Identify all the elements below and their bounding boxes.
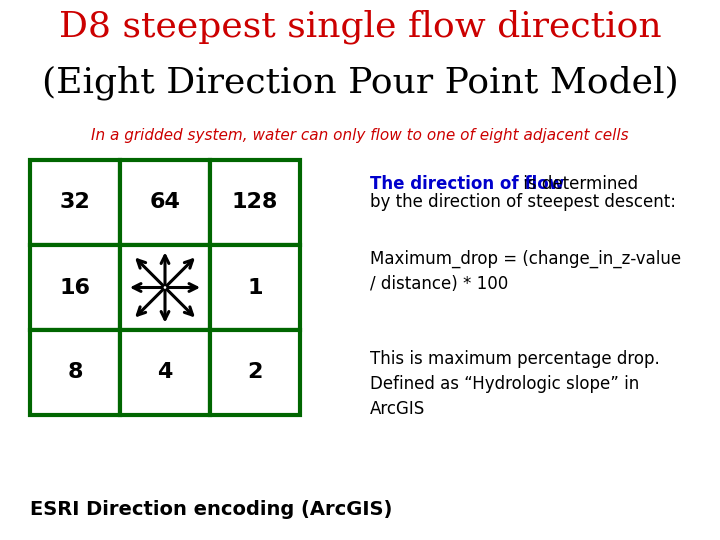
Text: In a gridded system, water can only flow to one of eight adjacent cells: In a gridded system, water can only flow… <box>91 128 629 143</box>
Text: 1: 1 <box>247 278 263 298</box>
Bar <box>210 330 300 415</box>
Bar <box>210 160 300 245</box>
Text: 128: 128 <box>232 192 278 213</box>
Text: is determined: is determined <box>518 175 638 193</box>
Bar <box>120 330 210 415</box>
Text: Maximum_drop = (change_in_z-value
/ distance) * 100: Maximum_drop = (change_in_z-value / dist… <box>370 250 681 293</box>
Text: ESRI Direction encoding (ArcGIS): ESRI Direction encoding (ArcGIS) <box>30 500 392 519</box>
Text: 64: 64 <box>150 192 181 213</box>
Text: by the direction of steepest descent:: by the direction of steepest descent: <box>370 193 676 211</box>
Text: 8: 8 <box>67 362 83 382</box>
Text: The direction of flow: The direction of flow <box>370 175 564 193</box>
Text: 4: 4 <box>157 362 173 382</box>
Text: D8 steepest single flow direction: D8 steepest single flow direction <box>59 10 661 44</box>
Bar <box>120 245 210 330</box>
Text: 2: 2 <box>247 362 263 382</box>
Text: This is maximum percentage drop.
Defined as “Hydrologic slope” in
ArcGIS: This is maximum percentage drop. Defined… <box>370 350 660 418</box>
Bar <box>210 245 300 330</box>
Bar <box>30 330 120 415</box>
Text: 32: 32 <box>60 192 91 213</box>
Bar <box>30 245 120 330</box>
Text: 16: 16 <box>60 278 91 298</box>
Text: (Eight Direction Pour Point Model): (Eight Direction Pour Point Model) <box>42 65 678 99</box>
Bar <box>120 160 210 245</box>
Bar <box>30 160 120 245</box>
